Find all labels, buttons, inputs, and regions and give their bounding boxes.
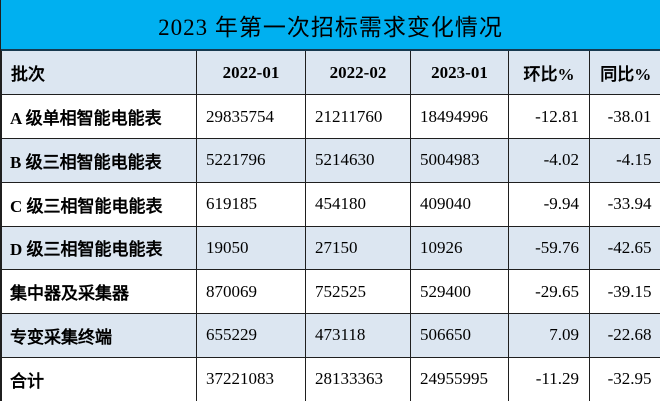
cell-yoy-pct: -22.68 — [589, 313, 660, 358]
cell-2022-01: 29835754 — [196, 94, 306, 139]
row-label: 合计 — [1, 356, 197, 401]
cell-2022-01: 37221083 — [196, 356, 306, 401]
cell-2022-02: 5214630 — [305, 138, 411, 183]
table-row: 集中器及采集器 870069 752525 529400 -29.65 -39.… — [1, 269, 660, 314]
cell-2022-02: 27150 — [305, 225, 411, 271]
cell-2022-02: 473118 — [305, 313, 411, 358]
cell-2023-01: 409040 — [410, 181, 509, 227]
cell-yoy-pct: -39.15 — [589, 269, 660, 314]
cell-yoy-pct: -33.94 — [589, 181, 660, 227]
cell-2022-01: 655229 — [196, 313, 306, 358]
cell-2022-02: 752525 — [305, 269, 411, 314]
header-mom-pct: 环比% — [508, 51, 590, 96]
table-row: C 级三相智能电能表 619185 454180 409040 -9.94 -3… — [1, 181, 660, 227]
table-row: D 级三相智能电能表 19050 27150 10926 -59.76 -42.… — [1, 225, 660, 271]
cell-2023-01: 529400 — [410, 269, 509, 314]
cell-mom-pct: -9.94 — [508, 181, 590, 227]
header-2022-02: 2022-02 — [305, 51, 411, 96]
cell-2022-01: 870069 — [196, 269, 306, 314]
row-label: A 级单相智能电能表 — [1, 94, 197, 139]
data-table: 批次 2022-01 2022-02 2023-01 环比% 同比% A 级单相… — [1, 51, 660, 401]
cell-2023-01: 5004983 — [410, 138, 509, 183]
row-label: C 级三相智能电能表 — [1, 181, 197, 227]
cell-2023-01: 24955995 — [410, 356, 509, 401]
header-row: 批次 2022-01 2022-02 2023-01 环比% 同比% — [1, 51, 660, 96]
cell-mom-pct: -59.76 — [508, 225, 590, 271]
table-row: A 级单相智能电能表 29835754 21211760 18494996 -1… — [1, 94, 660, 139]
cell-yoy-pct: -4.15 — [589, 138, 660, 183]
row-label: 集中器及采集器 — [1, 269, 197, 314]
cell-yoy-pct: -38.01 — [589, 94, 660, 139]
cell-mom-pct: -11.29 — [508, 356, 590, 401]
cell-2023-01: 10926 — [410, 225, 509, 271]
table-row: 专变采集终端 655229 473118 506650 7.09 -22.68 — [1, 313, 660, 358]
cell-2023-01: 506650 — [410, 313, 509, 358]
cell-mom-pct: 7.09 — [508, 313, 590, 358]
header-2022-01: 2022-01 — [196, 51, 306, 96]
row-label: B 级三相智能电能表 — [1, 138, 197, 183]
header-2023-01: 2023-01 — [410, 51, 509, 96]
cell-mom-pct: -29.65 — [508, 269, 590, 314]
cell-2022-01: 19050 — [196, 225, 306, 271]
row-label: D 级三相智能电能表 — [1, 225, 197, 271]
total-row: 合计 37221083 28133363 24955995 -11.29 -32… — [1, 356, 660, 401]
cell-2022-02: 21211760 — [305, 94, 411, 139]
cell-yoy-pct: -42.65 — [589, 225, 660, 271]
header-batch: 批次 — [1, 51, 197, 96]
table-row: B 级三相智能电能表 5221796 5214630 5004983 -4.02… — [1, 138, 660, 183]
cell-2022-01: 5221796 — [196, 138, 306, 183]
cell-mom-pct: -12.81 — [508, 94, 590, 139]
cell-2022-02: 454180 — [305, 181, 411, 227]
cell-mom-pct: -4.02 — [508, 138, 590, 183]
table-title: 2023 年第一次招标需求变化情况 — [1, 0, 660, 51]
cell-2022-01: 619185 — [196, 181, 306, 227]
cell-2022-02: 28133363 — [305, 356, 411, 401]
cell-2023-01: 18494996 — [410, 94, 509, 139]
header-yoy-pct: 同比% — [589, 51, 660, 96]
row-label: 专变采集终端 — [1, 313, 197, 358]
cell-yoy-pct: -32.95 — [589, 356, 660, 401]
